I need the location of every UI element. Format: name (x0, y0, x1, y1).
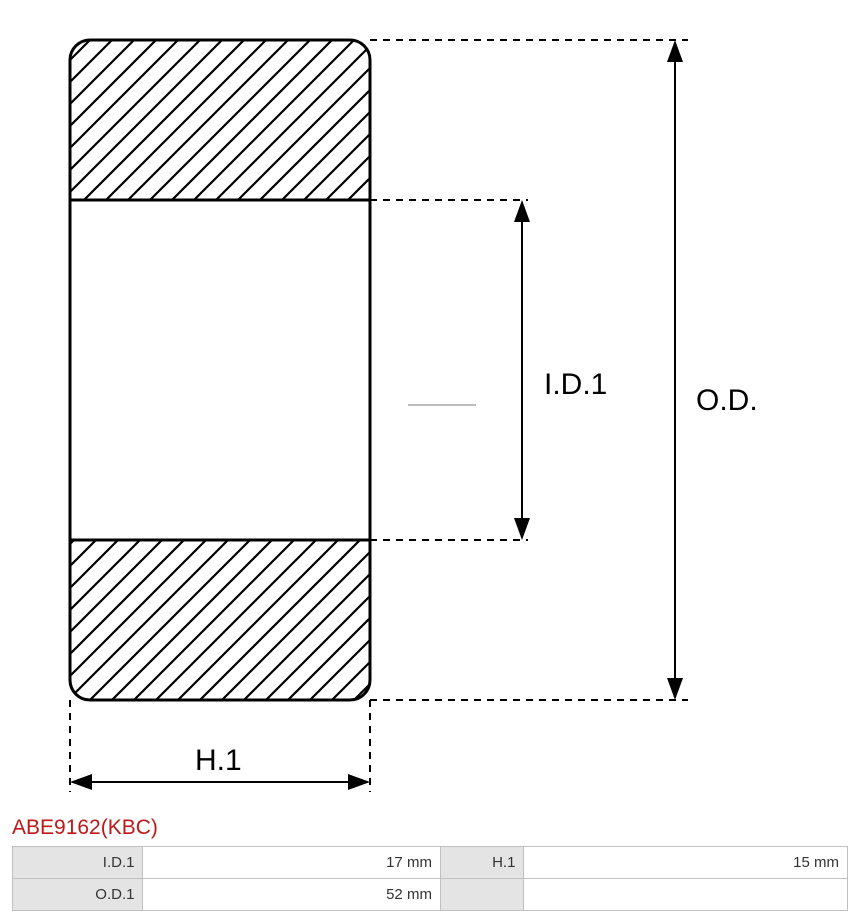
part-title: ABE9162(KBC) (0, 810, 848, 846)
spec-label: I.D.1 (13, 847, 143, 879)
dim-od-arrow-bottom (667, 678, 683, 700)
dim-h-arrow-left (70, 774, 92, 790)
label-id1: I.D.1 (544, 368, 607, 401)
dim-od-arrow-top (667, 40, 683, 62)
spec-label: O.D.1 (13, 879, 143, 911)
page: O.D.1 I.D.1 H.1 ABE9162(KBC) I.D.1 17 mm… (0, 0, 848, 911)
top-wall-hatch (70, 40, 370, 200)
spec-value: 52 mm (143, 879, 440, 911)
spec-value: 17 mm (143, 847, 440, 879)
bearing-diagram: O.D.1 I.D.1 H.1 (10, 10, 760, 810)
diagram-container: O.D.1 I.D.1 H.1 (0, 0, 848, 810)
spec-value (524, 879, 848, 911)
table-row: I.D.1 17 mm H.1 15 mm (13, 847, 848, 879)
bottom-wall-hatch (70, 540, 370, 700)
specs-table: I.D.1 17 mm H.1 15 mm O.D.1 52 mm (12, 846, 848, 911)
label-od1: O.D.1 (696, 384, 760, 417)
label-h1: H.1 (195, 744, 242, 777)
table-row: O.D.1 52 mm (13, 879, 848, 911)
spec-label: H.1 (440, 847, 524, 879)
dim-h-arrow-right (348, 774, 370, 790)
dim-id-arrow-bottom (514, 518, 530, 540)
spec-value: 15 mm (524, 847, 848, 879)
dim-id-arrow-top (514, 200, 530, 222)
spec-label (440, 879, 524, 911)
